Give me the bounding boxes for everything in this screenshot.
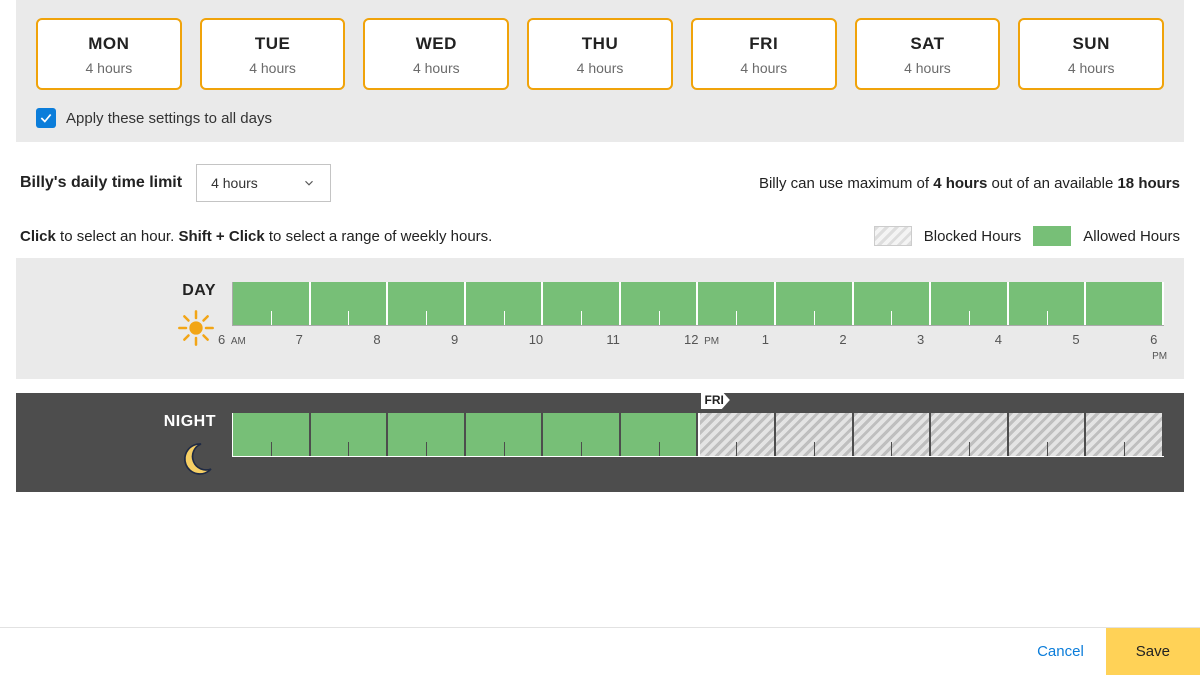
check-icon: [39, 111, 53, 125]
day-abbr: SUN: [1020, 34, 1162, 54]
timeline-hour-cell[interactable]: [1009, 282, 1087, 325]
legend-blocked-label: Blocked Hours: [924, 228, 1022, 245]
timeline-hour-cell[interactable]: [543, 282, 621, 325]
limit-row: Billy's daily time limit 4 hours Billy c…: [0, 142, 1200, 212]
day-card-fri[interactable]: FRI 4 hours: [691, 18, 837, 90]
day-bar-column: 6 AM789101112 PM123456 PM: [232, 282, 1164, 332]
day-card-thu[interactable]: THU 4 hours: [527, 18, 673, 90]
timeline-hour-cell[interactable]: [698, 282, 776, 325]
day-label-column: DAY: [36, 282, 216, 351]
days-row: MON 4 hours TUE 4 hours WED 4 hours THU …: [36, 18, 1164, 90]
day-timeline-bar[interactable]: [232, 282, 1164, 326]
timeline-hour-cell[interactable]: [388, 413, 466, 456]
apply-all-label: Apply these settings to all days: [66, 110, 272, 127]
day-abbr: THU: [529, 34, 671, 54]
day-abbr: SAT: [857, 34, 999, 54]
day-abbr: MON: [38, 34, 180, 54]
night-timeline-panel: NIGHT FRI: [16, 393, 1184, 492]
legend-allowed-label: Allowed Hours: [1083, 228, 1180, 245]
timeline-hour-cell[interactable]: [776, 413, 854, 456]
legend-blocked-swatch: [874, 226, 912, 246]
timeline-hour-cell[interactable]: [698, 413, 776, 456]
timeline-hour-cell[interactable]: [776, 282, 854, 325]
day-label: DAY: [36, 282, 216, 300]
sun-icon: [176, 308, 216, 351]
day-abbr: TUE: [202, 34, 344, 54]
day-card-sat[interactable]: SAT 4 hours: [855, 18, 1001, 90]
night-timeline-bar[interactable]: FRI: [232, 413, 1164, 457]
day-hours: 4 hours: [202, 60, 344, 76]
night-label-column: NIGHT: [36, 413, 216, 482]
timeline-hour-cell[interactable]: [931, 413, 1009, 456]
day-hours: 4 hours: [1020, 60, 1162, 76]
night-bar-column: FRI: [232, 413, 1164, 457]
day-card-tue[interactable]: TUE 4 hours: [200, 18, 346, 90]
limit-summary: Billy can use maximum of 4 hours out of …: [759, 175, 1180, 192]
timeline-hour-cell[interactable]: [1086, 413, 1164, 456]
instructions-text: Click to select an hour. Shift + Click t…: [20, 228, 492, 245]
timeline-hour-cell[interactable]: [854, 413, 932, 456]
footer: Cancel Save: [0, 627, 1200, 675]
day-abbr: WED: [365, 34, 507, 54]
timeline-hour-cell[interactable]: [621, 282, 699, 325]
night-divider: [698, 413, 700, 456]
day-hours: 4 hours: [365, 60, 507, 76]
night-marker-tag: FRI: [701, 391, 730, 409]
timeline-hour-cell[interactable]: [931, 282, 1009, 325]
timeline-hour-cell[interactable]: [1086, 282, 1164, 325]
day-abbr: FRI: [693, 34, 835, 54]
day-hours: 4 hours: [38, 60, 180, 76]
day-card-mon[interactable]: MON 4 hours: [36, 18, 182, 90]
limit-left: Billy's daily time limit 4 hours: [20, 164, 331, 202]
timeline-hour-cell[interactable]: [311, 413, 389, 456]
days-panel: MON 4 hours TUE 4 hours WED 4 hours THU …: [16, 0, 1184, 142]
timeline-hour-cell[interactable]: [854, 282, 932, 325]
apply-all-checkbox[interactable]: [36, 108, 56, 128]
instructions-row: Click to select an hour. Shift + Click t…: [0, 212, 1200, 258]
save-button[interactable]: Save: [1106, 628, 1200, 675]
legend: Blocked Hours Allowed Hours: [874, 226, 1180, 246]
timeline-hour-cell[interactable]: [311, 282, 389, 325]
day-card-wed[interactable]: WED 4 hours: [363, 18, 509, 90]
time-limit-dropdown[interactable]: 4 hours: [196, 164, 331, 202]
timeline-hour-cell[interactable]: [621, 413, 699, 456]
limit-title: Billy's daily time limit: [20, 174, 182, 192]
moon-icon: [176, 439, 216, 482]
timeline-hour-cell[interactable]: [466, 282, 544, 325]
night-label: NIGHT: [36, 413, 216, 431]
day-timeline-panel: DAY 6 AM789101112 PM123456 PM: [16, 258, 1184, 379]
apply-all-row: Apply these settings to all days: [36, 108, 1164, 128]
cancel-button[interactable]: Cancel: [1015, 628, 1106, 675]
day-hours: 4 hours: [693, 60, 835, 76]
day-card-sun[interactable]: SUN 4 hours: [1018, 18, 1164, 90]
timeline-hour-cell[interactable]: [543, 413, 621, 456]
legend-allowed-swatch: [1033, 226, 1071, 246]
timeline-hour-cell[interactable]: [1009, 413, 1087, 456]
day-hours: 4 hours: [857, 60, 999, 76]
chevron-down-icon: [302, 176, 316, 190]
timeline-hour-cell[interactable]: [233, 413, 311, 456]
day-hours: 4 hours: [529, 60, 671, 76]
timeline-hour-cell[interactable]: [466, 413, 544, 456]
timeline-hour-cell[interactable]: [388, 282, 466, 325]
dropdown-value: 4 hours: [211, 175, 258, 191]
timeline-hour-cell[interactable]: [233, 282, 311, 325]
